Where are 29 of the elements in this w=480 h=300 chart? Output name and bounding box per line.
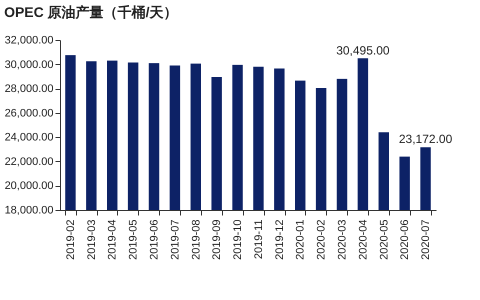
x-tick-label: 2020-01 [294,220,307,260]
x-tick-label: 2019-07 [169,220,182,260]
y-tick-label: 20,000.00 [4,180,54,192]
y-tick-label: 22,000.00 [4,156,54,168]
x-tick-label: 2020-07 [420,220,432,260]
y-tick-label: 26,000.00 [4,107,54,120]
data-label: 30,495.00 [336,43,390,58]
chart-title: OPEC 原油产量（千桶/天） [4,4,178,20]
y-tick-label: 24,000.00 [4,132,54,144]
x-tick-label: 2019-06 [148,220,160,260]
data-label: 23,172.00 [398,132,453,146]
x-tick-label: 2019-12 [274,220,286,260]
x-tick-label: 2020-04 [357,220,370,260]
y-tick-label: 30,000.00 [4,58,54,71]
x-tick-label: 2019-10 [232,220,244,260]
y-tick-label: 32,000.00 [4,34,54,46]
x-tick-label: 2020-03 [336,220,348,260]
x-tick-label: 2020-06 [399,220,412,260]
x-tick-label: 2020-05 [378,220,390,260]
y-tick-label: 28,000.00 [4,83,54,96]
x-tick-label: 2019-08 [190,220,202,260]
x-tick-label: 2019-05 [128,220,140,260]
x-tick-label: 2019-02 [64,220,77,260]
y-tick-label: 18,000.00 [4,204,54,216]
x-tick-label: 2019-09 [211,220,224,260]
x-tick-label: 2020-02 [316,220,328,260]
x-tick-label: 2019-11 [252,220,265,260]
x-tick-label: 2019-04 [106,220,119,260]
x-tick-label: 2019-03 [86,220,98,260]
